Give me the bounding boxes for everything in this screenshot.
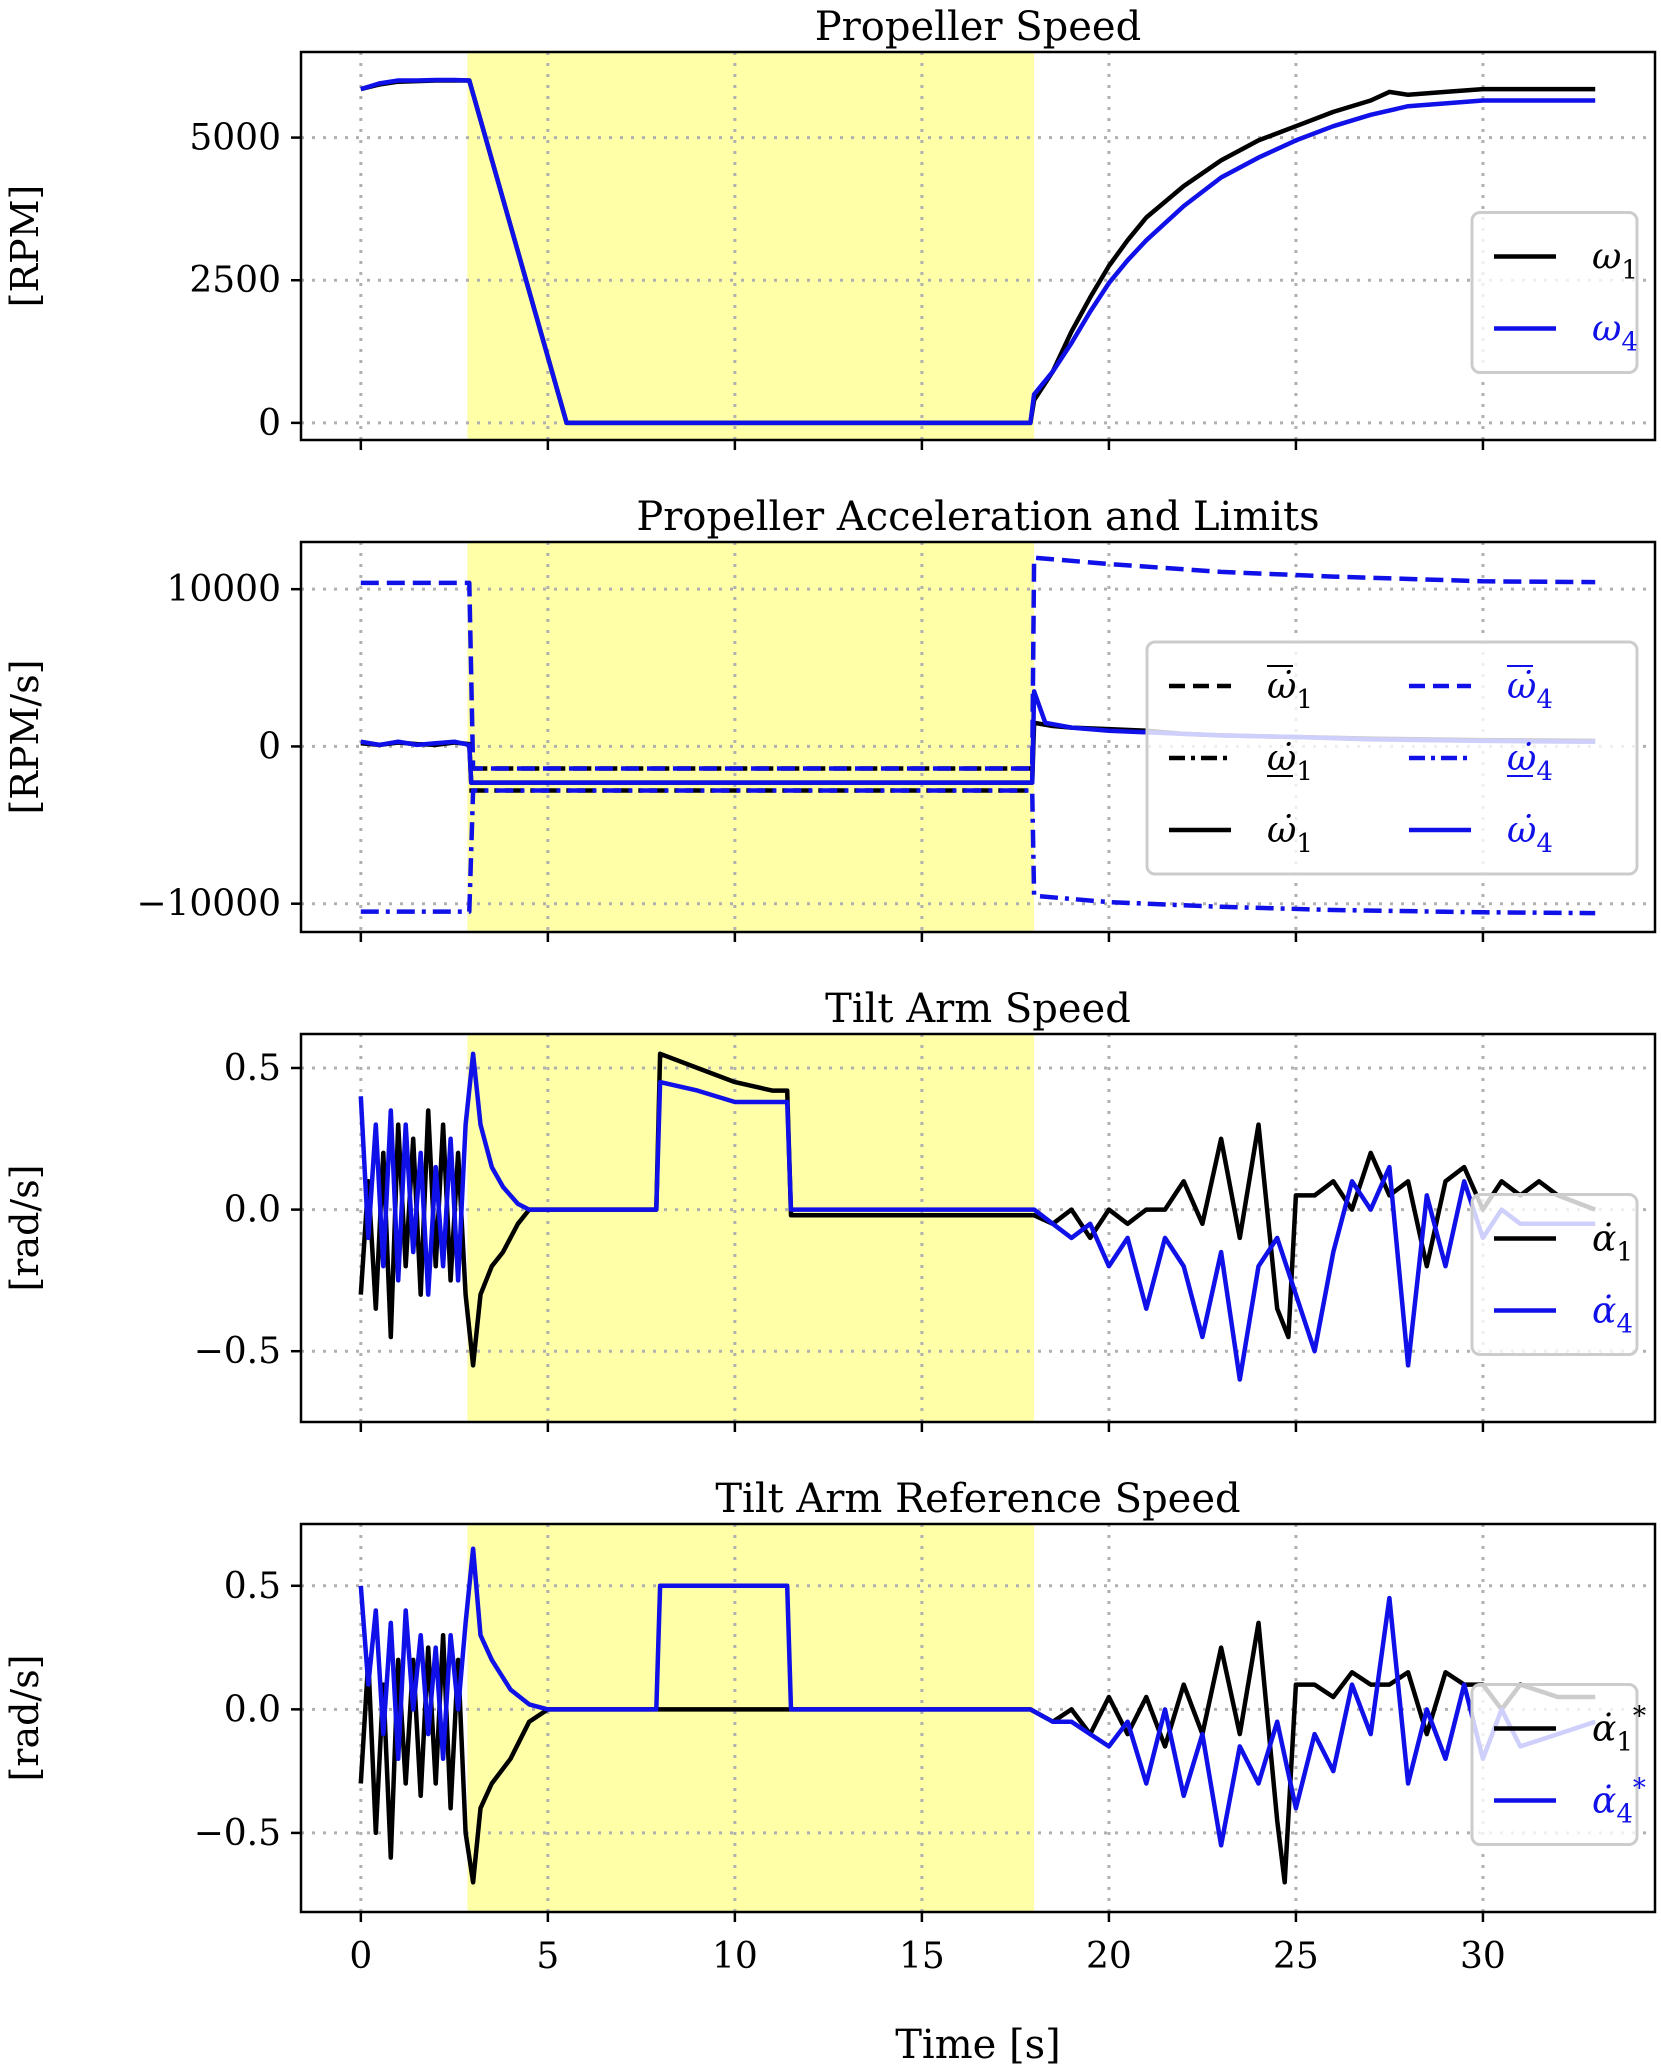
highlight-span bbox=[467, 52, 1035, 440]
legend-label-1-sub: 1 bbox=[1621, 256, 1638, 286]
highlight-span bbox=[467, 542, 1035, 932]
x-tick-label: 15 bbox=[899, 1936, 945, 1977]
legend-label-1: α̇1 bbox=[1592, 1219, 1633, 1268]
legend-label-3-sub: 1 bbox=[1296, 757, 1313, 787]
legend-label-2-star: * bbox=[1633, 1774, 1646, 1804]
y-tick-label: 10000 bbox=[166, 569, 281, 610]
series-line-2 bbox=[360, 555, 1596, 771]
legend-label-2: α̇4* bbox=[1592, 1774, 1646, 1830]
x-axis-label: Time [s] bbox=[895, 2022, 1061, 2068]
series-line-2 bbox=[360, 77, 1596, 426]
highlight-span bbox=[467, 1524, 1035, 1912]
legend-frame bbox=[1470, 1683, 1639, 1847]
legend-label-1-sub: 1 bbox=[1616, 1238, 1633, 1268]
legend-label-2-sub: 4 bbox=[1616, 1800, 1633, 1830]
legend-label-1-sub: 1 bbox=[1616, 1728, 1633, 1758]
y-tick-label: −0.5 bbox=[194, 1331, 281, 1372]
legend-label-2-sub: 4 bbox=[1621, 328, 1638, 358]
axes-frame bbox=[299, 50, 1657, 442]
series-line-2 bbox=[358, 1546, 1596, 1848]
y-axis-label: [rad/s] bbox=[3, 1654, 47, 1781]
legend-label-2-sub: 4 bbox=[1536, 685, 1553, 715]
legend-label-6: ω̇4 bbox=[1507, 810, 1553, 859]
y-tick-label: 0 bbox=[258, 403, 281, 444]
legend-label-1-sub: 1 bbox=[1296, 685, 1313, 715]
series-group bbox=[358, 1051, 1596, 1382]
y-tick-label: 2500 bbox=[189, 260, 281, 301]
y-axis-label: [rad/s] bbox=[3, 1164, 47, 1291]
legend-frame bbox=[1470, 1193, 1639, 1357]
series-group bbox=[358, 1546, 1596, 1885]
y-tick-label: 0.5 bbox=[224, 1566, 281, 1607]
y-tick-label: −10000 bbox=[136, 884, 281, 925]
legend-label-2-sub: 4 bbox=[1616, 1310, 1633, 1340]
axes-frame bbox=[299, 540, 1657, 934]
subplot-4: −0.5 0.0 0.5 0 5 10 15 20 25 30 Tilt Arm Reference… bbox=[3, 1476, 1657, 1977]
x-tick-label: 0 bbox=[349, 1936, 372, 1977]
x-tick-label: 5 bbox=[536, 1936, 559, 1977]
legend: α̇1*α̇4* bbox=[1470, 1683, 1646, 1847]
axes-frame bbox=[299, 1032, 1657, 1424]
series-line-1 bbox=[358, 1620, 1596, 1885]
subplot-title: Tilt Arm Speed bbox=[825, 986, 1131, 1032]
y-tick-label: 0 bbox=[258, 726, 281, 767]
subplot-2: −10000 0 10000 Propeller Acceleration and L… bbox=[3, 494, 1657, 942]
legend-label-6-sub: 4 bbox=[1536, 829, 1553, 859]
y-tick-label: 0.0 bbox=[224, 1190, 281, 1231]
y-tick-label: 0.5 bbox=[224, 1048, 281, 1089]
x-tick-label: 10 bbox=[712, 1936, 758, 1977]
legend-label-1-star: * bbox=[1633, 1702, 1646, 1732]
legend-label-2: α̇4 bbox=[1592, 1291, 1633, 1340]
subplot-title: Propeller Speed bbox=[815, 4, 1141, 50]
legend-frame bbox=[1145, 640, 1639, 876]
series-line-4 bbox=[360, 788, 1596, 916]
highlight-span bbox=[467, 1034, 1035, 1422]
legend: α̇1 α̇4 bbox=[1470, 1193, 1639, 1357]
subplot-3: −0.5 0.0 0.5 Tilt Arm Speed [rad/s] α̇1 α̇4 bbox=[3, 986, 1657, 1432]
y-axis-label: [RPM] bbox=[3, 185, 47, 308]
legend-label-5-sub: 1 bbox=[1296, 829, 1313, 859]
y-tick-label: −0.5 bbox=[194, 1813, 281, 1854]
series-line-2 bbox=[358, 1051, 1596, 1382]
x-tick-label: 20 bbox=[1086, 1936, 1132, 1977]
subplot-title: Propeller Acceleration and Limits bbox=[636, 494, 1319, 540]
series-group bbox=[360, 77, 1596, 426]
axes-frame bbox=[299, 1522, 1657, 1914]
x-tick-label: 30 bbox=[1460, 1936, 1506, 1977]
x-tick-label: 25 bbox=[1273, 1936, 1319, 1977]
y-tick-label: 5000 bbox=[189, 118, 281, 159]
subplot-title: Tilt Arm Reference Speed bbox=[715, 1476, 1240, 1522]
legend-label-4-sub: 4 bbox=[1536, 757, 1553, 787]
y-axis-label: [RPM/s] bbox=[3, 659, 47, 814]
legend-label-2: ω̇4 bbox=[1507, 666, 1553, 715]
y-tick-label: 0.0 bbox=[224, 1689, 281, 1730]
legend: ω̇1 ω̇4ω̇1 ω̇4ω̇1 ω̇4 bbox=[1145, 640, 1639, 876]
legend-frame bbox=[1470, 211, 1639, 375]
